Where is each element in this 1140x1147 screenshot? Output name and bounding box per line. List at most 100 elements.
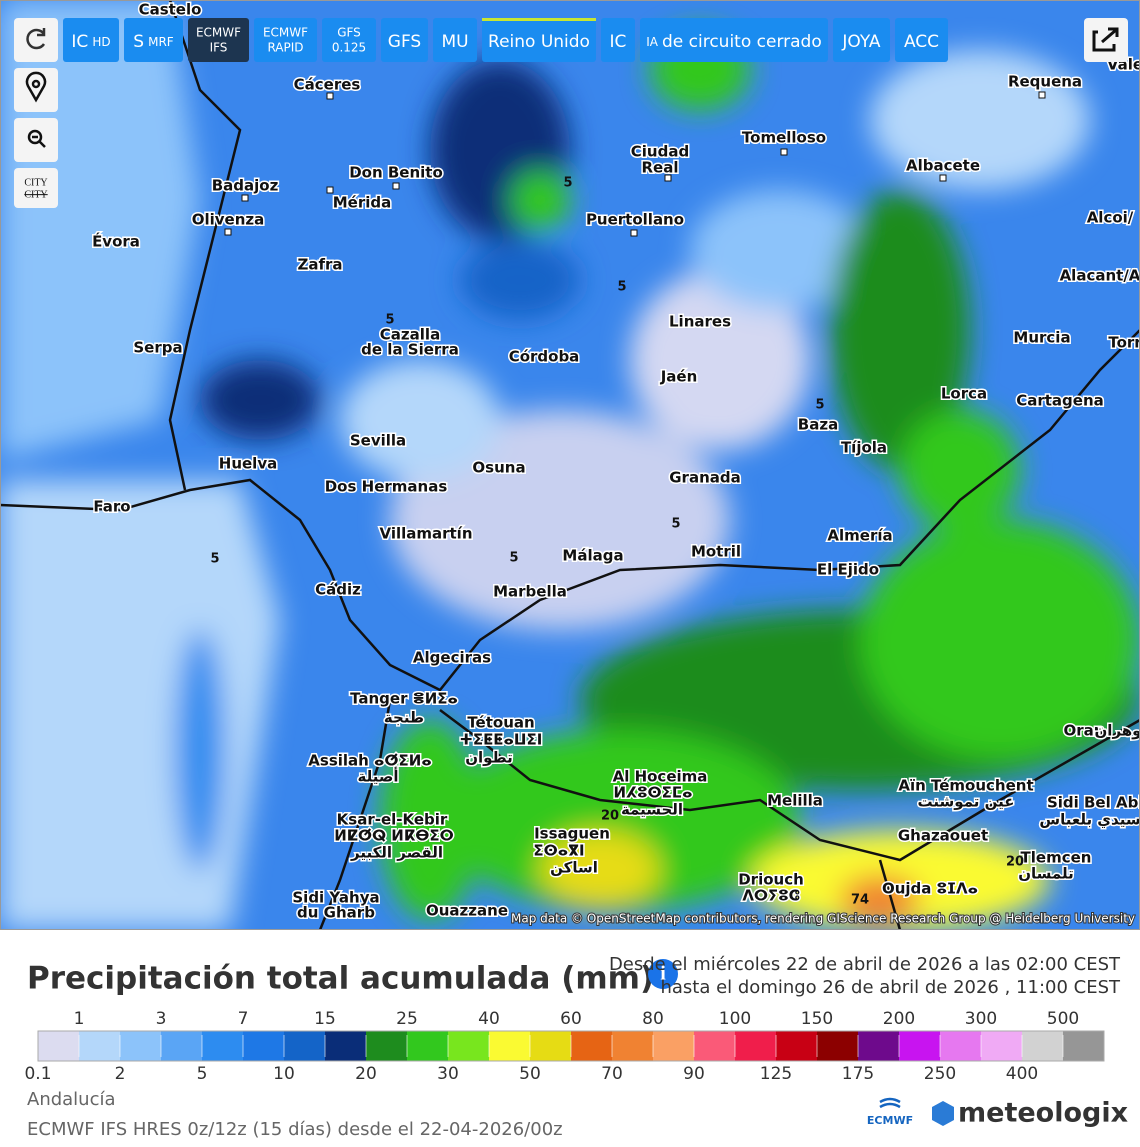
city-label: Villamartín <box>379 525 472 543</box>
legend-swatch <box>38 1031 79 1061</box>
legend-label: 200 <box>883 1009 915 1029</box>
button-label: de circuito cerrado <box>662 32 822 52</box>
city-label: وهران <box>1095 722 1140 740</box>
legend-swatch <box>366 1031 407 1061</box>
city-label: Alcoi/ <box>1087 209 1134 227</box>
button-label: GFS <box>388 32 421 52</box>
city-label: Real <box>642 159 679 177</box>
legend-label: 10 <box>273 1064 295 1084</box>
map[interactable]: CasteloCáceresCiudadRealTomellosoRequena… <box>0 0 1140 930</box>
city-label: Faro <box>93 498 130 516</box>
legend-label: 30 <box>437 1064 459 1084</box>
legend-swatch <box>120 1031 161 1061</box>
city-label: Ghazaouet <box>898 827 988 845</box>
contour-label: 20 <box>601 809 619 824</box>
city-label: de la Sierra <box>361 341 459 359</box>
city-label: Serpa <box>133 339 182 357</box>
legend-label: 90 <box>683 1064 705 1084</box>
city-label: Almería <box>827 527 892 545</box>
city-label: Melilla <box>767 792 823 810</box>
city-marker <box>631 230 637 236</box>
city-label: Issaguen <box>534 825 610 843</box>
contour-label: 5 <box>617 280 626 295</box>
city-label: Sevilla <box>350 432 406 450</box>
city-label: اساكن <box>550 859 598 877</box>
city-label: Tanger ⴻⵍⵉⴰ <box>350 690 458 708</box>
legend-label: 60 <box>560 1009 582 1029</box>
button-label: ACC <box>904 32 939 52</box>
city-label: Baza <box>798 416 838 434</box>
legend-label: 3 <box>156 1009 167 1029</box>
legend-swatch <box>530 1031 571 1061</box>
city-label: Lorca <box>941 385 987 403</box>
legend-swatch <box>776 1031 817 1061</box>
legend-swatch <box>1022 1031 1063 1061</box>
button-sublabel: HD <box>92 35 110 49</box>
city-label: du Gharb <box>297 904 375 922</box>
city-label: Albacete <box>906 157 980 175</box>
button-sublabel: 0.125 <box>332 41 366 55</box>
city-label: Tíjola <box>841 439 887 457</box>
city-label: El Ejido <box>817 561 879 579</box>
legend-swatch <box>735 1031 776 1061</box>
brand-logo: meteologix <box>932 1098 1128 1129</box>
city-label: Torr <box>1108 334 1140 352</box>
button-label: IC <box>71 32 88 52</box>
city-marker <box>242 195 248 201</box>
legend-label: 25 <box>396 1009 418 1029</box>
button-label: MU <box>441 32 468 52</box>
city-marker <box>327 93 333 99</box>
legend-swatch <box>243 1031 284 1061</box>
legend-label: 300 <box>965 1009 997 1029</box>
city-label: تطوان <box>465 749 513 767</box>
city-label: Cáceres <box>294 76 361 94</box>
contour-label: 5 <box>210 552 219 567</box>
legend-swatch <box>612 1031 653 1061</box>
city-label: Sidi Bel Abb <box>1047 794 1140 812</box>
selected-indicator <box>482 18 596 21</box>
city-marker <box>781 149 787 155</box>
legend-label: 70 <box>601 1064 623 1084</box>
legend-label: 250 <box>924 1064 956 1084</box>
legend-swatch <box>284 1031 325 1061</box>
city-label: Alacant/A <box>1060 267 1140 285</box>
contour-label: 74 <box>851 893 869 908</box>
city-label: ⴷⵔⵢⵓⵛ <box>742 887 799 905</box>
city-label: Puertollano <box>586 211 684 229</box>
city-label: Castelo <box>139 1 202 19</box>
contour-label: 5 <box>385 313 394 328</box>
city-label: سيدي بلعباس <box>1039 811 1140 830</box>
ecmwf-text: ECMWF <box>867 1114 913 1127</box>
legend-label: 125 <box>760 1064 792 1084</box>
button-label: ACC <box>904 32 939 52</box>
legend-label: 7 <box>238 1009 249 1029</box>
city-label: أصيلة <box>358 767 399 786</box>
city-label: الحسيمة <box>621 801 683 819</box>
legend-swatch <box>202 1031 243 1061</box>
legend-swatch <box>940 1031 981 1061</box>
map-attribution: Map data © OpenStreetMap contributors, r… <box>511 912 1135 926</box>
refresh-button[interactable] <box>14 18 58 62</box>
legend-swatch <box>899 1031 940 1061</box>
city-label: Mérida <box>333 194 392 212</box>
city-label: Granada <box>669 469 741 487</box>
button-label: ECMWF <box>196 26 241 40</box>
ecmwf-logo: ECMWF <box>867 1099 913 1127</box>
button-label: MU <box>441 32 468 52</box>
city-label: القصر الكبير <box>350 844 443 862</box>
contour-label: 5 <box>671 517 680 532</box>
button-label: Reino Unido <box>488 32 590 52</box>
legend-swatch <box>653 1031 694 1061</box>
location-button[interactable] <box>14 68 58 112</box>
city-label: ⵜⵉⵟⵟⴰⵡⵉⵏ <box>460 731 543 749</box>
legend-label: 100 <box>719 1009 751 1029</box>
city-label: Algeciras <box>413 649 491 667</box>
legend-label: 20 <box>355 1064 377 1084</box>
city-label: Murcia <box>1013 329 1070 347</box>
legend-swatch <box>694 1031 735 1061</box>
zoom-out-button[interactable] <box>14 118 58 162</box>
contour-label: 5 <box>815 398 824 413</box>
legend-label: 175 <box>842 1064 874 1084</box>
brand-text: meteologix <box>958 1098 1128 1129</box>
legend-swatch <box>448 1031 489 1061</box>
